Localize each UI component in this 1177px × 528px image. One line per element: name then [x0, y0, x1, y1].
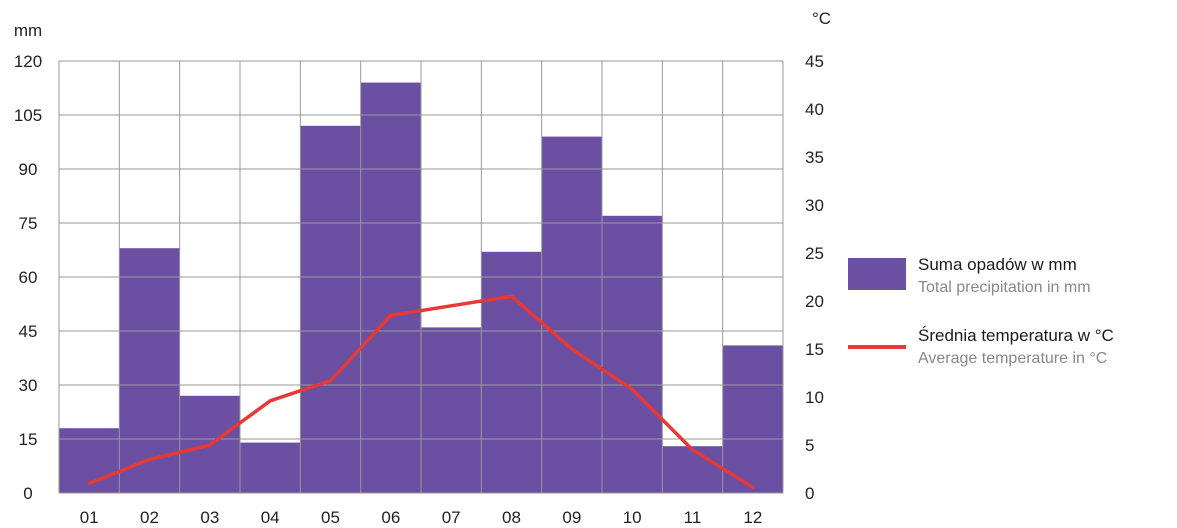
left-axis-tick-label: 15	[19, 430, 38, 449]
precipitation-bar-06	[360, 82, 421, 493]
x-axis-tick-label-02: 02	[140, 508, 159, 527]
left-axis-tick-label: 75	[19, 214, 38, 233]
left-axis-tick-label: 105	[14, 106, 42, 125]
precipitation-bar-09	[541, 136, 602, 493]
x-axis-tick-label-06: 06	[381, 508, 400, 527]
precipitation-bar-12	[722, 345, 783, 493]
legend-sublabel-precipitation: Total precipitation in mm	[918, 279, 1091, 296]
temperature-line	[87, 294, 755, 489]
right-axis-tick-label: 10	[805, 388, 824, 407]
precipitation-bar-02	[119, 248, 180, 493]
legend-swatch-precipitation	[848, 258, 906, 290]
precipitation-bar-08	[481, 251, 542, 493]
line-layer	[87, 294, 755, 489]
left-axis-tick-label: 90	[19, 160, 38, 179]
right-axis-tick-label: 45	[805, 52, 824, 71]
left-axis-tick-label: 120	[14, 52, 42, 71]
left-axis-tick-label: 60	[19, 268, 38, 287]
precipitation-bar-10	[602, 215, 663, 494]
x-axis-tick-label-09: 09	[562, 508, 581, 527]
x-axis-tick-label-12: 12	[743, 508, 762, 527]
right-axis-tick-label: 30	[805, 196, 824, 215]
precipitation-bar-05	[300, 125, 361, 494]
right-axis-tick-label: 20	[805, 292, 824, 311]
right-axis-tick-label: 15	[805, 340, 824, 359]
right-axis-ticks: 0 5 10 15 20 25 30 35 40 45	[805, 52, 824, 503]
right-axis-tick-label: 0	[805, 484, 814, 503]
x-axis-tick-label-10: 10	[623, 508, 642, 527]
x-axis-tick-label-05: 05	[321, 508, 340, 527]
x-axis-tick-label-08: 08	[502, 508, 521, 527]
legend-label-temperature: Średnia temperatura w °C	[918, 326, 1114, 345]
x-axis-ticks: 01 02 03 04 05 06 07 08 09 10 11 12	[80, 508, 763, 527]
left-axis-unit: mm	[14, 21, 42, 40]
legend-label-precipitation: Suma opadów w mm	[918, 255, 1077, 274]
legend-sublabel-temperature: Average temperature in °C	[918, 350, 1107, 367]
left-axis-ticks: 0 15 30 45 60 75 90 105 120	[14, 52, 42, 503]
right-axis-tick-label: 5	[805, 436, 814, 455]
x-axis-tick-label-07: 07	[442, 508, 461, 527]
left-axis-tick-label: 45	[19, 322, 38, 341]
x-axis-tick-label-03: 03	[200, 508, 219, 527]
right-axis-unit: °C	[812, 9, 831, 28]
precipitation-bar-11	[662, 446, 723, 493]
right-axis-tick-label: 40	[805, 100, 824, 119]
x-axis-tick-label-01: 01	[80, 508, 99, 527]
left-axis-tick-label: 30	[19, 376, 38, 395]
right-axis-tick-label: 25	[805, 244, 824, 263]
right-axis-tick-label: 35	[805, 148, 824, 167]
legend: Suma opadów w mm Total precipitation in …	[848, 255, 1114, 367]
precipitation-bar-07	[421, 327, 482, 493]
x-axis-tick-label-04: 04	[261, 508, 280, 527]
grid-layer	[58, 60, 784, 494]
bars-layer	[59, 82, 783, 494]
x-axis-tick-label-11: 11	[684, 508, 702, 527]
precipitation-bar-04	[240, 442, 301, 493]
left-axis-tick-label: 0	[23, 484, 32, 503]
